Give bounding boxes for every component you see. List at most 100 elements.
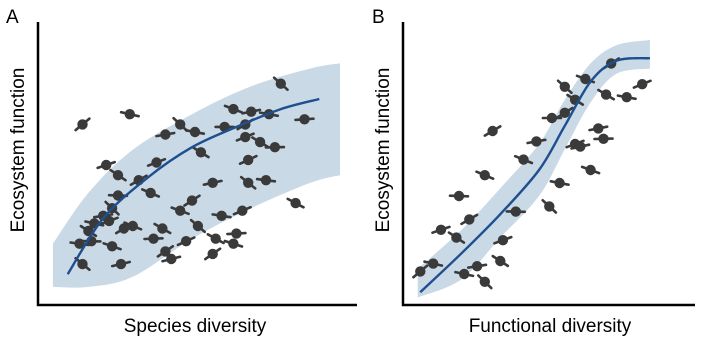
data-point bbox=[232, 205, 252, 216]
data-point bbox=[202, 177, 223, 188]
data-point-marker bbox=[127, 220, 138, 232]
panel-b-xlabel: Functional diversity bbox=[469, 316, 632, 337]
data-point-marker bbox=[175, 205, 186, 216]
data-point bbox=[448, 190, 470, 202]
panel-a-fit-line bbox=[66, 97, 320, 275]
data-point-marker bbox=[471, 261, 483, 272]
data-point bbox=[570, 141, 591, 152]
data-point-marker bbox=[495, 255, 506, 267]
data-point bbox=[172, 116, 188, 132]
data-point bbox=[74, 256, 91, 272]
data-point bbox=[119, 109, 140, 120]
data-point bbox=[223, 103, 244, 115]
data-point bbox=[143, 233, 164, 244]
data-point bbox=[272, 76, 289, 91]
data-point-marker bbox=[189, 126, 201, 138]
data-point-marker bbox=[544, 201, 555, 212]
data-point bbox=[460, 213, 479, 226]
data-point bbox=[189, 218, 206, 234]
data-point-marker bbox=[497, 235, 509, 246]
data-point bbox=[616, 92, 637, 103]
data-point bbox=[491, 254, 510, 268]
data-point bbox=[226, 228, 247, 239]
data-point bbox=[161, 253, 182, 265]
data-point-marker bbox=[160, 129, 171, 140]
data-point-marker bbox=[210, 233, 221, 244]
data-point bbox=[239, 175, 257, 190]
data-point-marker bbox=[600, 89, 612, 100]
data-point-marker bbox=[237, 205, 248, 216]
data-point bbox=[526, 136, 547, 147]
data-point-marker bbox=[180, 236, 192, 247]
data-point bbox=[632, 79, 652, 90]
data-point bbox=[294, 114, 315, 125]
data-point bbox=[74, 117, 91, 132]
data-point bbox=[191, 146, 210, 159]
data-point bbox=[588, 123, 609, 134]
data-point-marker bbox=[559, 107, 570, 119]
data-point bbox=[264, 142, 286, 153]
panel-b-ylabel: Ecosystem function bbox=[373, 68, 394, 233]
data-point bbox=[476, 274, 493, 290]
data-point-marker bbox=[554, 177, 565, 189]
data-point-marker bbox=[151, 157, 162, 168]
panel-b-confidence-band bbox=[417, 40, 650, 298]
data-point-marker bbox=[243, 177, 254, 188]
data-point bbox=[223, 238, 244, 249]
data-point-marker bbox=[531, 136, 542, 147]
data-point-marker bbox=[207, 177, 218, 188]
data-point bbox=[454, 268, 475, 280]
data-point-marker bbox=[459, 268, 470, 280]
data-point bbox=[431, 224, 451, 235]
panel-a-ylabel: Ecosystem function bbox=[8, 68, 29, 233]
panel-a-xlabel: Species diversity bbox=[124, 316, 267, 337]
data-point bbox=[204, 247, 222, 261]
data-point bbox=[593, 133, 614, 144]
data-point-marker bbox=[479, 276, 490, 287]
data-point bbox=[96, 159, 116, 171]
data-point bbox=[170, 205, 190, 216]
data-point-marker bbox=[479, 170, 490, 181]
data-point-marker bbox=[166, 253, 177, 265]
data-point bbox=[549, 177, 570, 189]
data-point bbox=[123, 220, 143, 232]
data-point-marker bbox=[186, 195, 198, 206]
data-point bbox=[102, 241, 122, 252]
data-point-marker bbox=[243, 154, 254, 166]
data-point bbox=[505, 206, 527, 217]
data-point-marker bbox=[518, 154, 529, 165]
data-point bbox=[555, 106, 574, 119]
data-point bbox=[286, 197, 305, 209]
data-point bbox=[110, 258, 131, 270]
data-point bbox=[423, 258, 444, 269]
data-point-marker bbox=[101, 159, 112, 171]
data-point-marker bbox=[299, 114, 310, 125]
data-point-marker bbox=[559, 81, 570, 93]
data-point bbox=[211, 210, 232, 221]
panel-b-axes bbox=[401, 22, 695, 307]
data-point bbox=[99, 215, 119, 227]
data-point-marker bbox=[269, 142, 281, 153]
data-point bbox=[156, 245, 175, 258]
data-point bbox=[241, 106, 262, 117]
data-point-marker bbox=[77, 258, 88, 270]
data-point bbox=[255, 175, 277, 186]
data-point-marker bbox=[157, 223, 168, 234]
data-point-marker bbox=[415, 266, 426, 277]
data-point-marker bbox=[428, 258, 439, 269]
data-point bbox=[475, 170, 495, 181]
data-point bbox=[447, 231, 466, 244]
panel-a-confidence-band bbox=[52, 63, 341, 288]
panel-a-points bbox=[69, 76, 315, 272]
data-point-marker bbox=[112, 170, 124, 181]
data-point-marker bbox=[74, 238, 85, 249]
panel-b-letter: B bbox=[372, 7, 385, 28]
data-point-marker bbox=[435, 224, 447, 235]
data-point-marker bbox=[231, 228, 242, 239]
data-point bbox=[466, 261, 488, 272]
data-point bbox=[109, 168, 127, 182]
data-point-marker bbox=[115, 258, 127, 270]
data-point bbox=[513, 154, 534, 165]
data-point-marker bbox=[106, 241, 118, 252]
data-point-marker bbox=[546, 112, 558, 124]
